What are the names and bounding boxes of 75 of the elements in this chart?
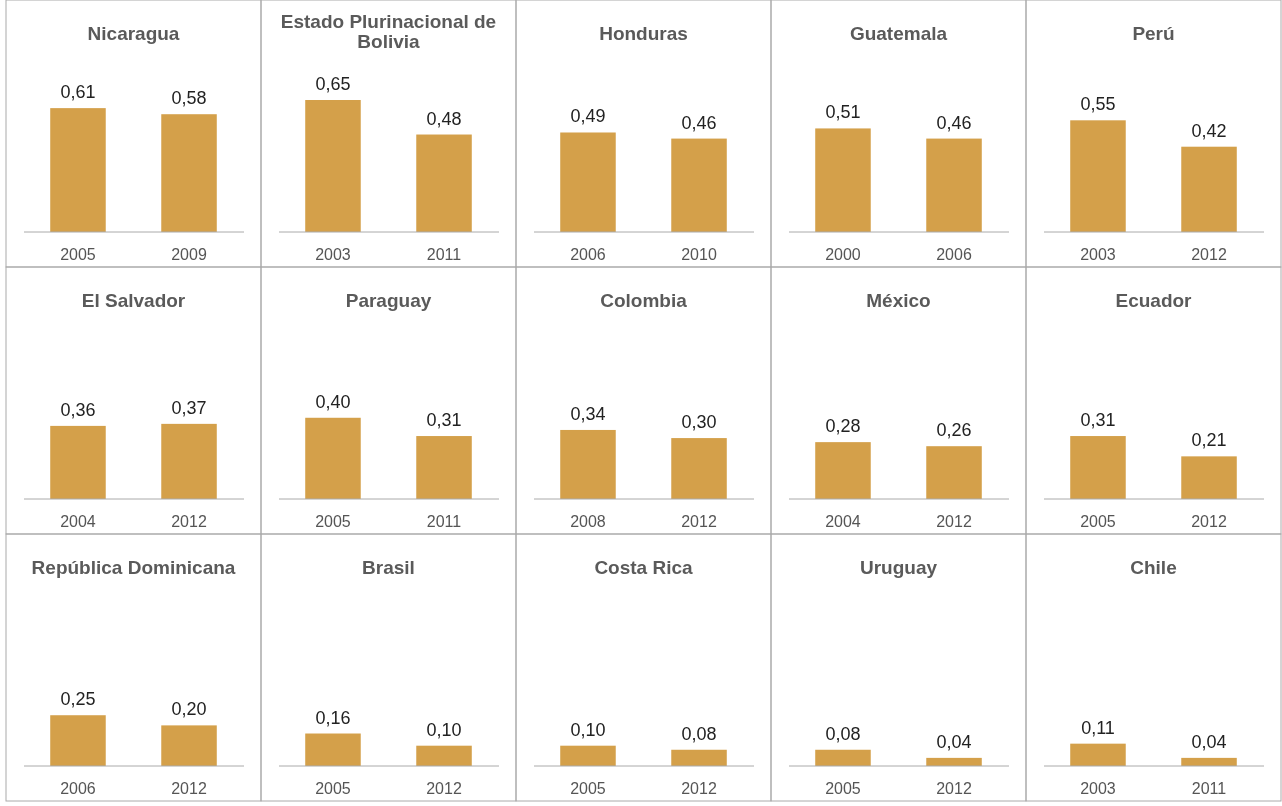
chart-title: Nicaragua: [87, 23, 180, 44]
data-label: 0,20: [171, 699, 207, 720]
x-tick-label: 2005: [315, 513, 351, 530]
data-label: 0,16: [315, 707, 351, 728]
data-label: 0,10: [426, 719, 462, 740]
x-tick-label: 2006: [570, 246, 606, 263]
data-label: 0,25: [60, 689, 96, 710]
chart-title: Ecuador: [1115, 290, 1193, 311]
chart-title: Perú: [1132, 23, 1175, 44]
x-tick-label: 2000: [825, 246, 861, 263]
x-tick-label: 2011: [426, 513, 462, 530]
chart-title: Colombia: [600, 290, 688, 311]
x-tick-label: 2005: [570, 780, 606, 797]
data-label: 0,34: [570, 403, 606, 424]
chart-title: Honduras: [599, 23, 688, 44]
chart-title: República Dominicana: [31, 557, 236, 578]
chart-title: Costa Rica: [594, 557, 694, 578]
x-tick-label: 2012: [171, 780, 207, 797]
x-tick-label: 2010: [681, 246, 717, 263]
data-label: 0,55: [1080, 94, 1116, 115]
data-label: 0,36: [60, 399, 96, 420]
x-tick-label: 2012: [171, 513, 207, 530]
x-tick-label: 2003: [1080, 246, 1116, 263]
x-tick-label: 2005: [315, 780, 351, 797]
chart-title: Brasil: [362, 557, 415, 578]
x-tick-label: 2012: [1191, 246, 1227, 263]
x-tick-label: 2005: [825, 780, 861, 797]
x-tick-label: 2011: [1191, 780, 1227, 797]
chart-title: El Salvador: [81, 290, 186, 311]
chart-title: Uruguay: [859, 557, 938, 578]
data-label: 0,61: [60, 82, 96, 103]
data-label: 0,46: [681, 112, 717, 133]
x-tick-label: 2006: [936, 246, 972, 263]
x-tick-label: 2012: [936, 780, 972, 797]
data-label: 0,04: [936, 731, 972, 752]
data-label: 0,42: [1191, 120, 1227, 141]
data-label: 0,49: [570, 106, 606, 127]
x-tick-label: 2012: [681, 780, 717, 797]
x-tick-label: 2011: [426, 246, 462, 263]
x-tick-label: 2005: [1080, 513, 1116, 530]
data-label: 0,31: [426, 410, 462, 431]
data-label: 0,46: [936, 112, 972, 133]
data-label: 0,11: [1081, 717, 1115, 738]
data-label: 0,26: [936, 420, 972, 441]
data-label: 0,28: [825, 416, 861, 437]
data-label: 0,30: [681, 412, 717, 433]
x-tick-label: 2012: [1191, 513, 1227, 530]
data-label: 0,08: [825, 723, 861, 744]
data-label: 0,31: [1080, 410, 1116, 431]
x-tick-label: 2006: [60, 780, 96, 797]
chart-title: Chile: [1130, 557, 1177, 578]
chart-title: México: [866, 290, 931, 311]
x-tick-label: 2009: [171, 246, 207, 263]
data-label: 0,58: [171, 88, 207, 109]
x-tick-label: 2012: [426, 780, 462, 797]
data-label: 0,65: [315, 74, 351, 94]
data-label: 0,04: [1191, 731, 1227, 752]
x-tick-label: 2003: [315, 246, 351, 263]
data-label: 0,21: [1191, 430, 1227, 451]
chart-title: Guatemala: [849, 23, 948, 44]
x-tick-label: 2005: [60, 246, 96, 263]
x-tick-label: 2008: [570, 513, 606, 530]
data-label: 0,37: [171, 397, 207, 418]
data-label: 0,51: [825, 102, 861, 123]
x-tick-label: 2012: [681, 513, 717, 530]
x-tick-label: 2012: [936, 513, 972, 530]
data-label: 0,40: [315, 391, 351, 412]
chart-title: Estado Plurinacional de Bolivia: [280, 11, 497, 52]
x-tick-label: 2004: [60, 513, 96, 530]
x-tick-label: 2003: [1080, 780, 1116, 797]
data-label: 0,08: [681, 723, 717, 744]
x-tick-label: 2004: [825, 513, 861, 530]
data-label: 0,10: [570, 719, 606, 740]
data-label: 0,48: [426, 108, 462, 129]
chart-title: Paraguay: [345, 290, 432, 311]
